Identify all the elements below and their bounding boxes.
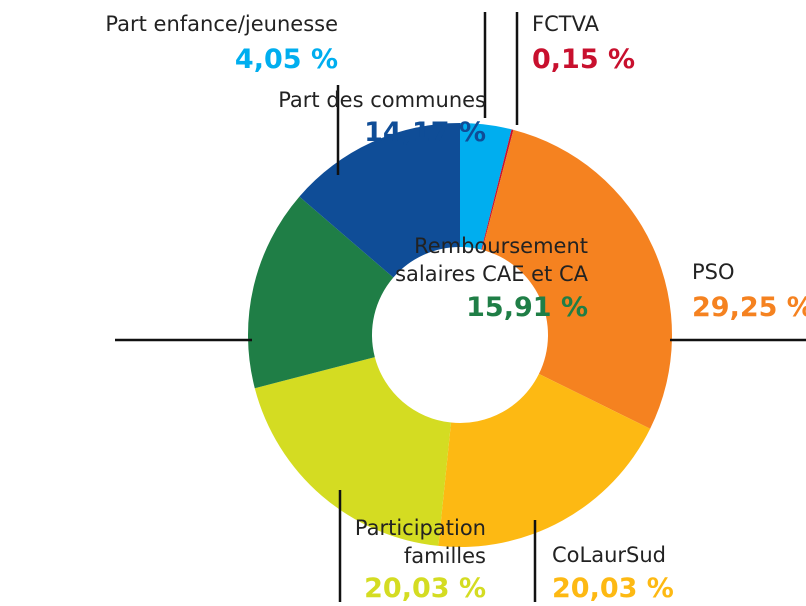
slice — [482, 129, 672, 429]
slice — [438, 373, 651, 547]
slice-label: Participation familles — [354, 516, 486, 568]
slice — [248, 196, 394, 389]
value-label: 29,25 % — [692, 292, 806, 323]
slice-label: Remboursement salaires CAE et CA — [395, 234, 588, 286]
slice-label: CoLaurSud — [552, 543, 666, 567]
value-label: 20,03 % — [364, 573, 486, 604]
slice-label: Part enfance/jeunesse — [105, 12, 338, 36]
slice-label: FCTVA — [532, 12, 599, 36]
slice-label: Part des communes — [278, 88, 486, 112]
value-label: 4,05 % — [234, 44, 338, 75]
slice — [460, 123, 512, 250]
value-label: 15,91 % — [466, 292, 588, 323]
slice — [299, 123, 460, 278]
value-label: 20,03 % — [552, 573, 674, 604]
leader-lines — [115, 12, 806, 602]
value-label: 14,17 % — [364, 117, 486, 148]
slice — [481, 129, 514, 250]
value-label: 0,15 % — [532, 44, 636, 75]
slice — [254, 357, 452, 546]
slice-label: PSO — [692, 260, 735, 284]
